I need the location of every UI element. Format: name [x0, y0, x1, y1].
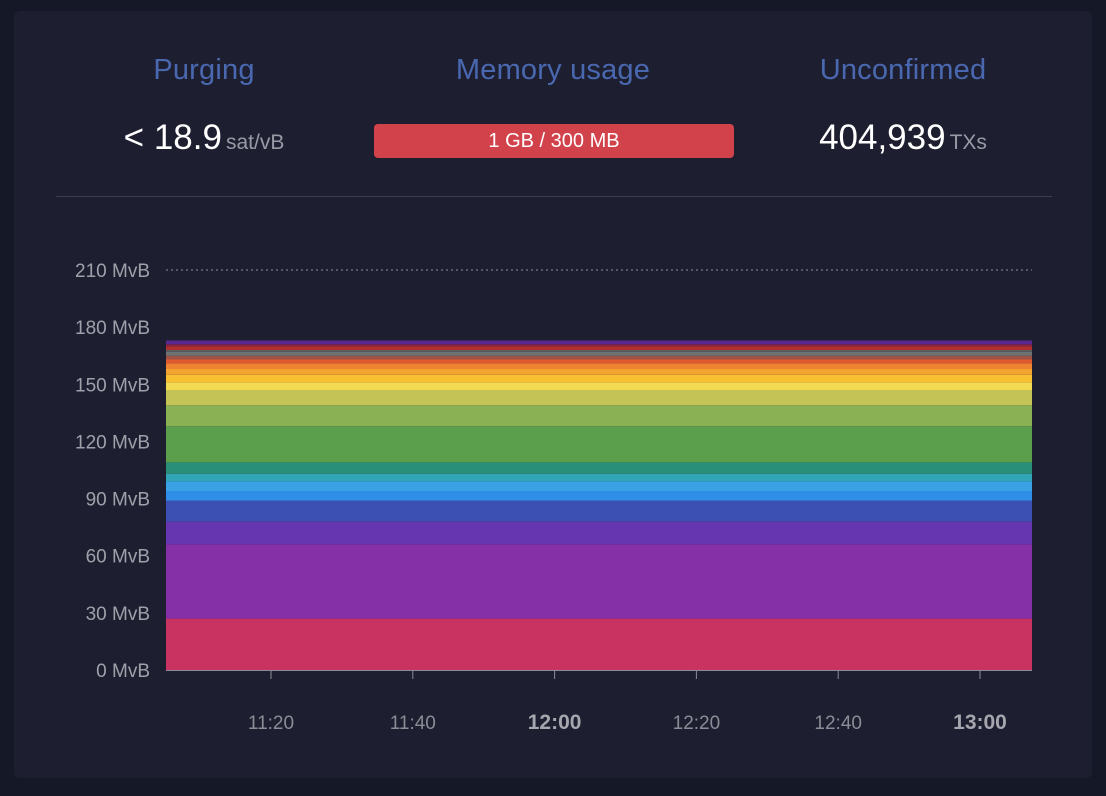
unconfirmed-unit: TXs	[949, 131, 987, 154]
area-series-21	[166, 340, 1032, 345]
area-series-8	[166, 426, 1032, 463]
area-series-2	[166, 521, 1032, 545]
x-tick-label: 12:20	[673, 713, 721, 734]
area-series-4	[166, 490, 1032, 501]
x-tick-label: 12:40	[814, 713, 862, 734]
x-tick-label: 13:00	[953, 711, 1007, 734]
area-series-13	[166, 369, 1032, 375]
area-series-16	[166, 355, 1032, 360]
y-tick-label: 30 MvB	[86, 604, 150, 625]
area-series-5	[166, 481, 1032, 491]
area-series-0	[166, 618, 1032, 670]
area-series-14	[166, 363, 1032, 370]
area-series-group	[166, 340, 1032, 670]
y-tick-label: 150 MvB	[75, 375, 150, 396]
area-series-17	[166, 351, 1032, 356]
area-series-18	[166, 350, 1032, 352]
unconfirmed-value: 404,939	[819, 118, 946, 157]
mempool-chart: 0 MvB 30 MvB 60 MvB 90 MvB 120 MvB 150 MvB 180…	[75, 261, 1032, 734]
area-series-7	[166, 462, 1032, 474]
x-axis-ticks: 11:20 11:40 12:00 12:20 12:40 13:00	[248, 670, 1007, 734]
area-series-20	[166, 344, 1032, 347]
purging-unit: sat/vB	[225, 131, 285, 154]
area-series-1	[166, 544, 1032, 619]
purging-value: < 18.9	[123, 118, 222, 157]
mempool-card: Purging < 18.9 sat/vB Memory usage 1 GB /…	[14, 11, 1092, 778]
area-series-19	[166, 346, 1032, 350]
memory-usage-bar: 1 GB / 300 MB	[374, 124, 734, 158]
area-series-11	[166, 382, 1032, 390]
area-series-12	[166, 374, 1032, 383]
y-tick-label: 180 MvB	[75, 318, 150, 339]
purging-label: Purging	[153, 54, 255, 86]
area-series-15	[166, 359, 1032, 364]
purging-value-line: < 18.9 sat/vB	[104, 118, 304, 158]
area-series-9	[166, 405, 1032, 427]
y-tick-label: 90 MvB	[86, 490, 150, 511]
area-series-10	[166, 390, 1032, 406]
x-tick-label: 12:00	[528, 711, 582, 734]
memory-label: Memory usage	[455, 54, 651, 86]
unconfirmed-value-line: 404,939 TXs	[774, 118, 1032, 158]
divider	[56, 196, 1052, 197]
y-tick-label: 0 MvB	[96, 661, 150, 682]
x-tick-label: 11:40	[390, 713, 436, 734]
unconfirmed-label: Unconfirmed	[819, 54, 987, 86]
y-tick-label: 120 MvB	[75, 432, 150, 453]
area-series-3	[166, 500, 1032, 522]
area-series-6	[166, 473, 1032, 482]
y-axis-ticks: 0 MvB 30 MvB 60 MvB 90 MvB 120 MvB 150 MvB 180…	[75, 261, 150, 682]
y-tick-label: 210 MvB	[75, 261, 150, 282]
y-tick-label: 60 MvB	[86, 547, 150, 568]
x-tick-label: 11:20	[248, 713, 294, 734]
